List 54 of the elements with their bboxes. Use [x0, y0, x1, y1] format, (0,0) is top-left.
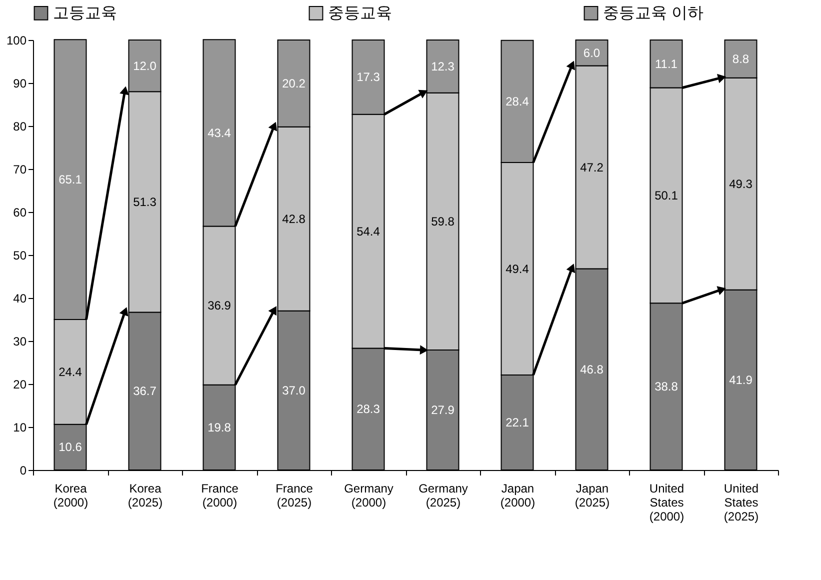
- y-tick-label: 100: [6, 34, 27, 48]
- data-label: 47.2: [580, 160, 604, 174]
- data-label: 51.3: [133, 194, 157, 209]
- legend-label: 중등교육 이하: [603, 5, 704, 22]
- x-tick-label: Germany (2000): [344, 482, 394, 510]
- x-tick-label: Korea (2025): [128, 482, 163, 510]
- x-tick-label: Germany (2025): [418, 482, 468, 510]
- data-label: 11.1: [655, 56, 678, 71]
- data-label: 49.3: [729, 176, 753, 191]
- x-tick-label: France (2025): [276, 482, 314, 510]
- y-tick-label: 70: [13, 162, 27, 176]
- data-label: 10.6: [58, 440, 82, 454]
- data-label: 28.3: [356, 402, 380, 416]
- data-label: 59.8: [431, 214, 455, 228]
- data-label: 19.8: [208, 420, 232, 434]
- data-label: 8.8: [732, 52, 750, 66]
- y-tick-label: 20: [13, 378, 27, 392]
- data-label: 41.9: [729, 372, 753, 387]
- data-label: 24.4: [58, 364, 82, 379]
- x-tick-label: Japan (2025): [574, 482, 610, 510]
- x-tick-label: France (2000): [201, 482, 239, 510]
- y-tick-label: 10: [13, 420, 27, 434]
- data-label: 54.4: [356, 224, 380, 238]
- x-tick-label: Korea (2000): [53, 482, 88, 510]
- y-tick-label: 50: [13, 248, 27, 262]
- data-label: 50.1: [654, 188, 678, 202]
- x-tick-label: Japan (2000): [500, 482, 536, 510]
- data-label: 49.4: [506, 262, 530, 276]
- data-label: 65.1: [58, 172, 82, 187]
- data-label: 12.3: [431, 59, 455, 74]
- data-label: 22.1: [506, 415, 530, 430]
- data-label: 38.8: [654, 380, 678, 394]
- y-tick-label: 30: [13, 334, 27, 348]
- x-tick-label: United States (2025): [724, 482, 759, 524]
- legend-label: 중등교육: [328, 5, 392, 22]
- data-label: 27.9: [431, 403, 455, 418]
- data-label: 36.7: [133, 384, 157, 398]
- data-label: 20.2: [282, 76, 306, 90]
- data-label: 6.0: [583, 46, 600, 60]
- data-label: 37.0: [282, 383, 306, 398]
- data-label: 12.0: [133, 58, 157, 73]
- data-label: 42.8: [282, 212, 306, 226]
- data-label: 46.8: [580, 362, 604, 376]
- data-label: 43.4: [208, 126, 232, 140]
- y-tick-label: 0: [20, 464, 27, 478]
- y-tick-label: 60: [13, 206, 27, 220]
- data-label: 28.4: [506, 94, 530, 108]
- y-tick-label: 40: [13, 292, 27, 306]
- x-tick-label: United States (2000): [649, 482, 684, 524]
- y-tick-label: 80: [13, 120, 27, 134]
- data-label: 36.9: [208, 298, 232, 313]
- y-tick-label: 90: [13, 76, 27, 90]
- legend-label: 고등교육: [53, 5, 117, 22]
- data-label: 17.3: [356, 70, 380, 84]
